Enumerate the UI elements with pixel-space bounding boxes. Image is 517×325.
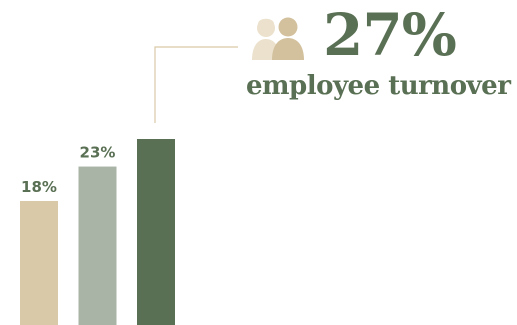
bar-1 [20,201,58,325]
bar-3 [137,139,175,325]
headline-caption: employee turnover [246,71,511,101]
bar-label-1: 18% [21,178,57,196]
bar-2 [78,166,117,325]
headline-value: 27% [323,1,457,69]
leader-line [154,46,238,123]
person-front-icon [272,17,304,60]
people-icon [252,17,304,60]
bar-label-2: 23% [80,144,116,162]
